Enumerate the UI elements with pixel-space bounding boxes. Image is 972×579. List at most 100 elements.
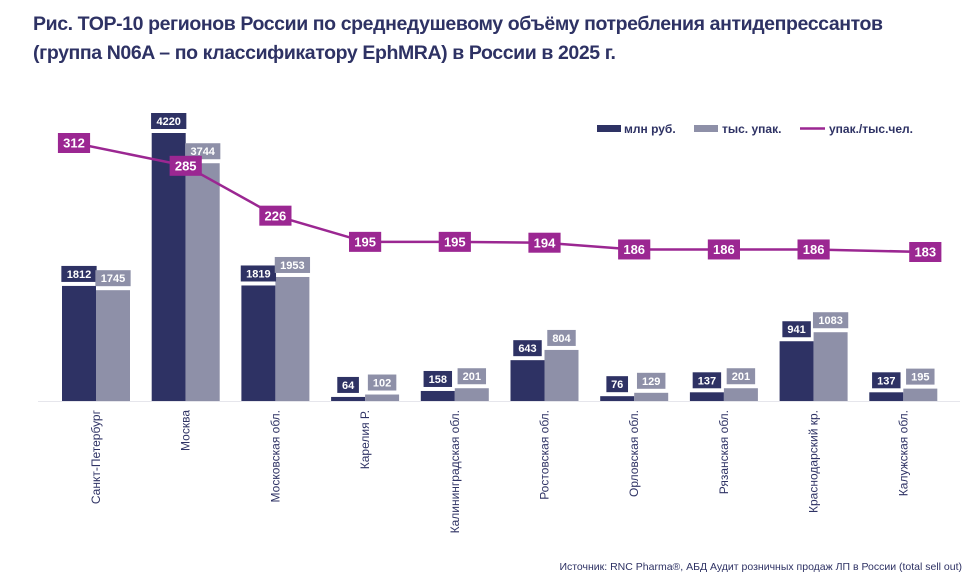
bar-label-packs-bg [185, 143, 221, 160]
bar-packs [813, 332, 848, 401]
bar-label-packs-bg [726, 368, 756, 385]
bar-label-rub: 1812 [67, 269, 91, 281]
bar-rub [779, 341, 814, 401]
line-point-label-bg [797, 239, 830, 260]
line-point-label: 186 [803, 242, 825, 257]
line-point-label-bg [528, 232, 561, 253]
bar-label-packs: 1083 [818, 315, 842, 327]
line-point-label-bg [618, 239, 651, 260]
bar-packs [185, 163, 220, 401]
bar-label-packs-bg [547, 329, 576, 346]
bar-label-rub-bg [606, 376, 629, 393]
line-point-label: 186 [713, 242, 735, 257]
bar-rub [600, 396, 635, 401]
category-label: Рязанская обл. [717, 410, 731, 494]
line-point-label: 194 [534, 235, 556, 250]
line-series-group: 312 285 226 195 195 194 186 186 186 183 [57, 133, 942, 262]
bar-rub [869, 392, 904, 401]
bar-packs [275, 276, 310, 401]
category-label: Москва [179, 410, 193, 451]
bar-packs [903, 388, 938, 401]
bars-group: 1812 1745 4220 3744 1819 1953 64 102 158 201 643 80… [61, 113, 938, 401]
legend-swatch-rub [597, 125, 621, 132]
bar-label-rub-bg [151, 113, 187, 129]
legend-label-line: упак./тыс.чел. [829, 122, 913, 136]
legend-swatch-packs [694, 125, 718, 132]
line-point-label-bg [57, 133, 91, 153]
line-point-label: 183 [914, 245, 936, 260]
bar-label-rub-bg [240, 265, 277, 282]
line-point-label-bg [707, 239, 740, 260]
bar-label-rub-bg [423, 370, 453, 387]
category-labels-group: Санкт-Петербург Москва Московская обл. Каре… [89, 409, 910, 533]
source-note: Источник: RNC Pharma®, АБД Аудит розничн… [559, 561, 962, 573]
bar-label-packs: 201 [463, 371, 481, 383]
bar-label-packs: 102 [373, 377, 391, 389]
bar-packs [96, 290, 130, 401]
bar-label-packs-bg [812, 312, 849, 329]
bar-rub [151, 133, 186, 401]
bar-label-rub: 158 [429, 374, 447, 386]
bar-label-rub: 4220 [156, 116, 180, 128]
bar-label-rub: 76 [611, 379, 623, 391]
category-label: Ростовская обл. [538, 410, 552, 500]
category-label: Калининградская обл. [448, 410, 462, 533]
bar-label-packs-bg [274, 256, 311, 273]
line-point-label-bg [169, 155, 202, 176]
category-label: Краснодарский кр. [807, 410, 821, 513]
category-label: Орловская обл. [627, 410, 641, 497]
bar-label-rub-bg [782, 321, 811, 338]
bar-label-packs-bg [367, 374, 397, 391]
legend-label-packs: тыс. упак. [722, 122, 781, 136]
category-label: Московская обл. [268, 410, 282, 502]
bar-packs [634, 392, 669, 401]
line-point-label: 195 [354, 235, 376, 250]
bar-label-rub-bg [337, 376, 359, 393]
bar-packs [365, 394, 400, 401]
bar-rub [241, 285, 276, 401]
line-series-path [73, 141, 926, 254]
bar-label-packs: 804 [552, 333, 571, 345]
bar-rub [331, 396, 366, 401]
bar-label-rub-bg [513, 340, 542, 357]
bar-rub [62, 285, 96, 401]
line-point-label: 186 [623, 242, 645, 257]
bar-label-rub: 1819 [246, 268, 270, 280]
bar-label-packs: 1953 [280, 260, 304, 272]
bar-label-rub: 137 [877, 375, 895, 387]
bar-label-packs: 3744 [190, 146, 215, 158]
bar-packs [544, 349, 579, 401]
bar-label-packs-bg [457, 368, 487, 385]
bar-label-rub: 643 [518, 343, 536, 355]
category-label: Санкт-Петербург [89, 409, 103, 504]
bar-label-rub: 137 [698, 375, 716, 387]
bar-label-packs-bg [636, 372, 666, 389]
line-point-label-bg [259, 205, 292, 226]
line-point-label: 285 [175, 158, 197, 173]
bar-label-rub-bg [61, 265, 97, 282]
legend-label-rub: млн руб. [624, 122, 676, 136]
bar-packs [454, 388, 489, 401]
bar-label-packs: 201 [732, 371, 750, 383]
bar-rub [689, 392, 724, 401]
category-label: Калужская обл. [896, 410, 910, 496]
line-point-label: 226 [265, 208, 287, 223]
line-point-label-bg [438, 231, 471, 252]
bar-label-rub: 64 [342, 380, 355, 392]
chart-title: Рис. ТОР-10 регионов России по среднедуш… [33, 13, 883, 64]
line-point-label-bg [909, 242, 942, 262]
bar-label-rub-bg [692, 372, 722, 389]
legend: млн руб. тыс. упак. упак./тыс.чел. [597, 122, 913, 136]
bar-label-packs-bg [95, 270, 131, 287]
bar-label-packs-bg [906, 368, 935, 385]
bar-label-packs: 1745 [101, 273, 125, 285]
bar-packs [723, 388, 758, 401]
line-point-label: 312 [63, 136, 85, 151]
bar-label-packs: 195 [911, 372, 929, 384]
line-point-label-bg [349, 231, 382, 252]
bar-label-rub: 941 [787, 324, 805, 336]
bar-rub [420, 390, 455, 401]
line-point-label: 195 [444, 235, 466, 250]
category-label: Карелия Р. [358, 410, 372, 469]
